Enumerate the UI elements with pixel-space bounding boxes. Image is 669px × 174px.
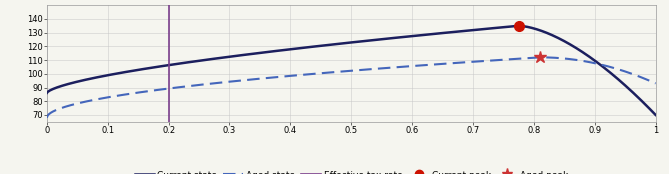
Legend: Current state, Aged state, Effective tax rate, Current peak, Aged peak: Current state, Aged state, Effective tax… (134, 171, 568, 174)
